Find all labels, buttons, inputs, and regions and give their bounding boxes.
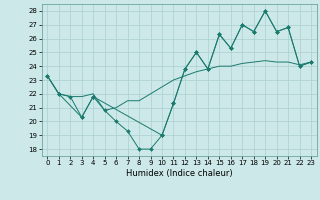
X-axis label: Humidex (Indice chaleur): Humidex (Indice chaleur) — [126, 169, 233, 178]
